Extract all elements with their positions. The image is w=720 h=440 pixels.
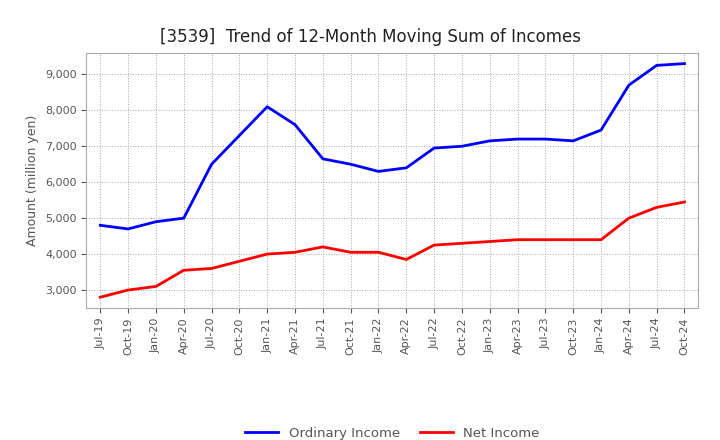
Ordinary Income (207, 161, 216, 167)
Line: Net Income: Net Income (100, 202, 685, 297)
Net Income (652, 205, 661, 210)
Ordinary Income (652, 63, 661, 68)
Ordinary Income (374, 169, 383, 174)
Ordinary Income (597, 128, 606, 133)
Net Income (318, 244, 327, 249)
Net Income (152, 284, 161, 289)
Ordinary Income (263, 104, 271, 110)
Ordinary Income (569, 138, 577, 143)
Net Income (96, 294, 104, 300)
Net Income (179, 268, 188, 273)
Ordinary Income (152, 219, 161, 224)
Net Income (263, 251, 271, 257)
Legend: Ordinary Income, Net Income: Ordinary Income, Net Income (240, 422, 545, 440)
Ordinary Income (513, 136, 522, 142)
Net Income (624, 216, 633, 221)
Ordinary Income (541, 136, 550, 142)
Ordinary Income (96, 223, 104, 228)
Net Income (207, 266, 216, 271)
Line: Ordinary Income: Ordinary Income (100, 64, 685, 229)
Ordinary Income (235, 133, 243, 138)
Net Income (513, 237, 522, 242)
Net Income (597, 237, 606, 242)
Ordinary Income (485, 138, 494, 143)
Net Income (402, 257, 410, 262)
Net Income (374, 249, 383, 255)
Net Income (680, 199, 689, 205)
Net Income (430, 242, 438, 248)
Net Income (458, 241, 467, 246)
Net Income (291, 249, 300, 255)
Ordinary Income (680, 61, 689, 66)
Net Income (541, 237, 550, 242)
Net Income (569, 237, 577, 242)
Ordinary Income (458, 143, 467, 149)
Net Income (124, 287, 132, 293)
Ordinary Income (624, 83, 633, 88)
Text: [3539]  Trend of 12-Month Moving Sum of Incomes: [3539] Trend of 12-Month Moving Sum of I… (160, 28, 581, 46)
Ordinary Income (291, 122, 300, 127)
Ordinary Income (430, 145, 438, 150)
Net Income (485, 239, 494, 244)
Net Income (235, 259, 243, 264)
Net Income (346, 249, 355, 255)
Ordinary Income (179, 216, 188, 221)
Ordinary Income (318, 156, 327, 161)
Ordinary Income (402, 165, 410, 170)
Ordinary Income (124, 226, 132, 231)
Ordinary Income (346, 161, 355, 167)
Y-axis label: Amount (million yen): Amount (million yen) (27, 115, 40, 246)
